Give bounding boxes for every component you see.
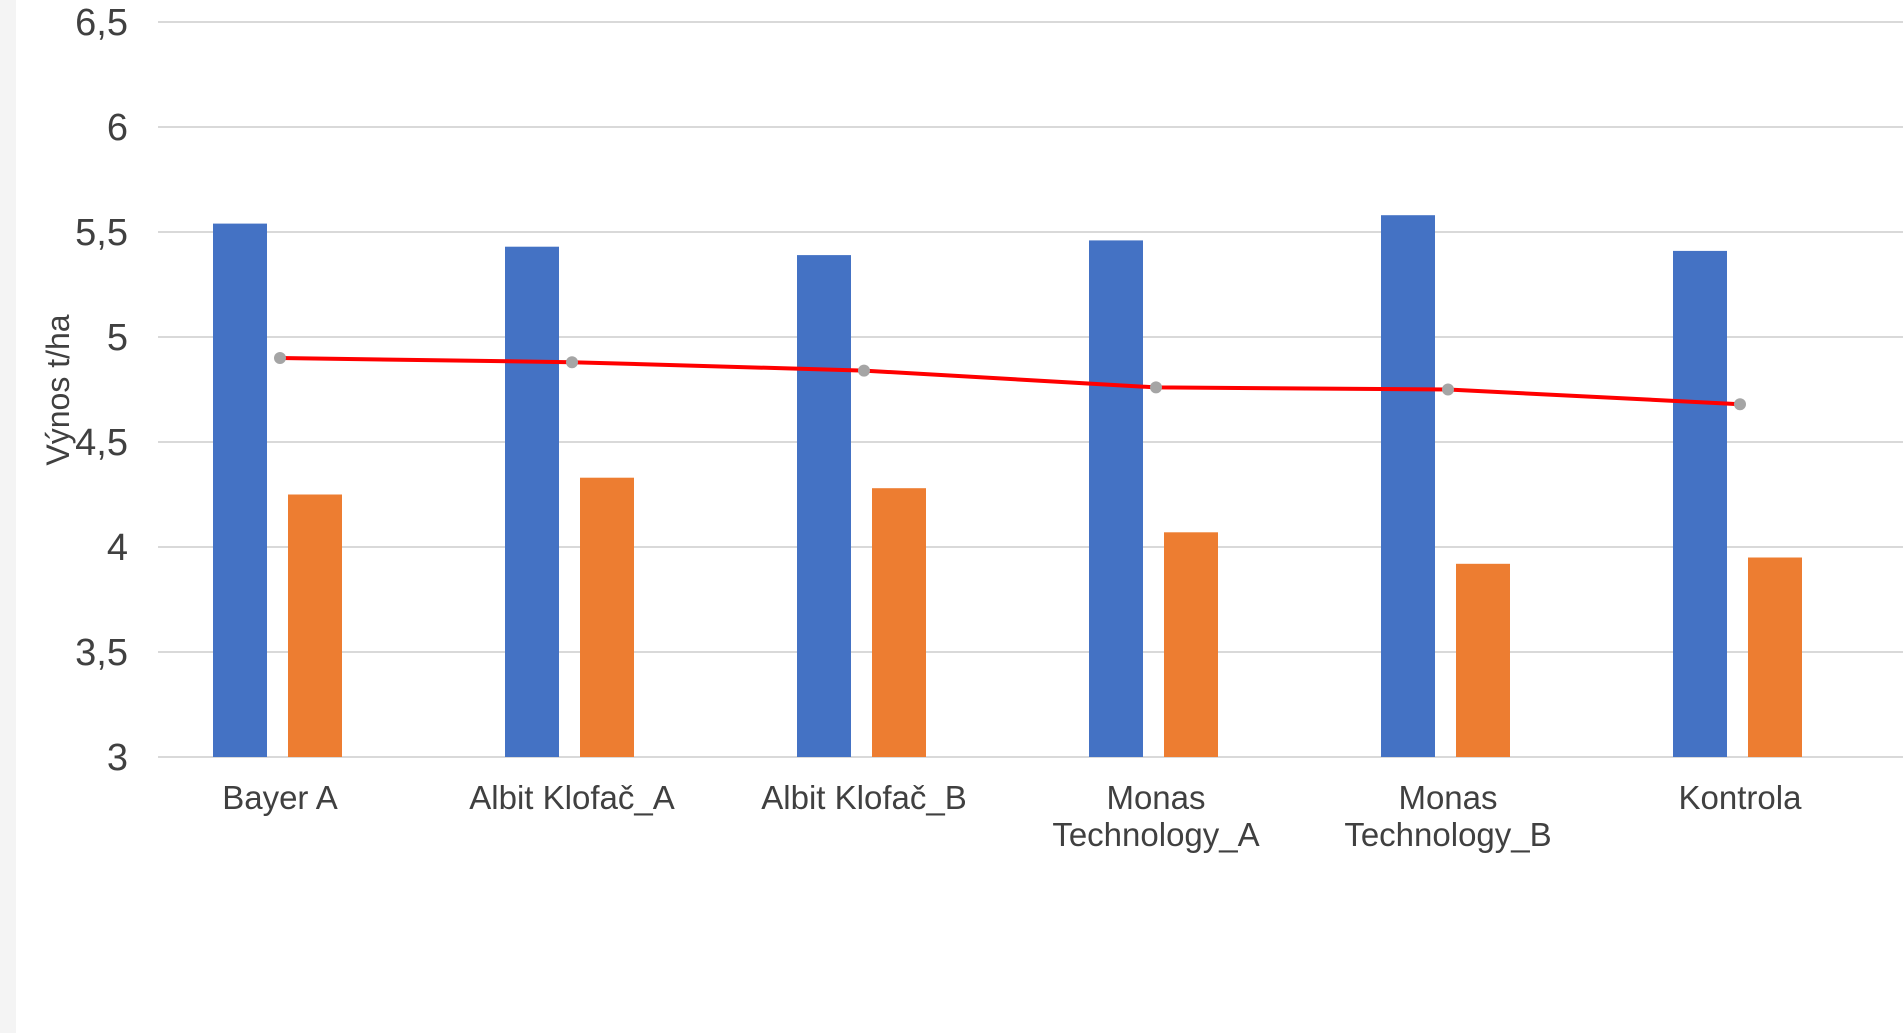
line-marker: [1150, 381, 1162, 394]
bar-series-2: [1164, 532, 1218, 757]
bar-series-2: [1456, 563, 1510, 757]
left-edge-strip: [0, 0, 16, 1033]
x-tick-label: Bayer A: [222, 779, 338, 816]
x-tick-label: Kontrola: [1679, 779, 1803, 816]
y-tick-label: 6: [107, 107, 128, 149]
y-axis-tick-labels: 3 3,5 4 4,5 5 5,5 6 6,5: [75, 2, 128, 779]
line-marker: [566, 356, 578, 369]
y-tick-label: 3: [107, 737, 128, 779]
x-tick-label: Monas Technology_B: [1344, 779, 1551, 853]
bar-series-1: [1381, 215, 1435, 757]
y-tick-label: 3,5: [75, 632, 128, 674]
bar-series-2: [872, 488, 926, 757]
x-tick-label-line: Monas: [1106, 779, 1205, 816]
y-tick-label: 4: [107, 527, 128, 569]
x-tick-label-line: Technology_A: [1052, 816, 1259, 853]
x-tick-label-line: Bayer A: [222, 779, 338, 816]
gridlines: [158, 21, 1903, 758]
bar-series-2: [1748, 557, 1802, 757]
y-axis-title: Výnos t/ha: [40, 314, 76, 465]
x-tick-label: Monas Technology_A: [1052, 779, 1259, 853]
x-tick-label-line: Albit Klofač_B: [761, 779, 966, 816]
bar-series-1: [1089, 240, 1143, 757]
bar-series-1: [1673, 250, 1727, 757]
bars: [213, 215, 1802, 758]
line-marker: [1734, 398, 1746, 411]
line-marker: [1442, 383, 1454, 396]
y-tick-label: 5: [107, 317, 128, 359]
line-marker: [274, 352, 286, 364]
bar-series-2: [288, 494, 342, 757]
x-tick-label: Albit Klofač_B: [761, 779, 966, 816]
bar-series-1: [797, 255, 851, 757]
trend-line-series: [274, 352, 1746, 411]
bar-series-1: [505, 246, 559, 757]
x-tick-label: Albit Klofač_A: [469, 779, 674, 816]
y-tick-label: 6,5: [75, 2, 128, 44]
x-tick-label-line: Albit Klofač_A: [469, 779, 674, 816]
x-axis-tick-labels: Bayer A Albit Klofač_A Albit Klofač_B Monas…: [222, 779, 1802, 853]
line-marker: [858, 364, 870, 377]
y-tick-label: 5,5: [75, 212, 128, 254]
bar-series-1: [213, 223, 267, 758]
y-tick-label: 4,5: [75, 422, 128, 464]
x-tick-label-line: Technology_B: [1344, 816, 1551, 853]
x-tick-label-line: Monas: [1398, 779, 1497, 816]
x-tick-label-line: Kontrola: [1679, 779, 1803, 816]
trend-line: [279, 356, 1741, 407]
bar-series-2: [580, 477, 634, 757]
